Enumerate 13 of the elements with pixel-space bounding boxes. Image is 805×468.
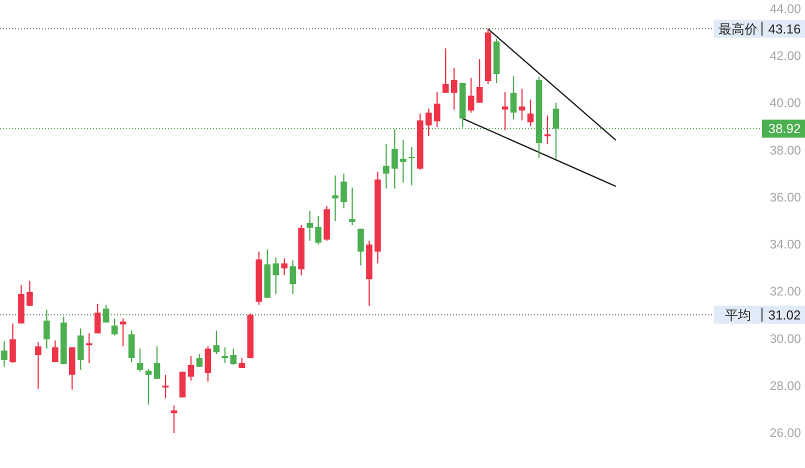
y-tick-label: 30.00 [770,332,801,346]
ref-line-label: 最高价 [718,21,758,36]
ref-line-tag: 38.92 [762,120,805,138]
y-tick-label: 32.00 [770,284,801,299]
ref-line-label: 平均 [725,307,751,322]
y-tick-label: 34.00 [770,238,801,252]
y-tick-label: 44.00 [770,2,801,16]
y-tick-label: 42.00 [770,49,801,64]
y-tick-label: 40.00 [770,96,801,110]
y-tick-label: 26.00 [770,426,801,440]
y-tick-label: 28.00 [770,378,801,393]
y-tick-label: 36.00 [770,190,801,204]
y-tick-label: 38.00 [770,143,801,158]
